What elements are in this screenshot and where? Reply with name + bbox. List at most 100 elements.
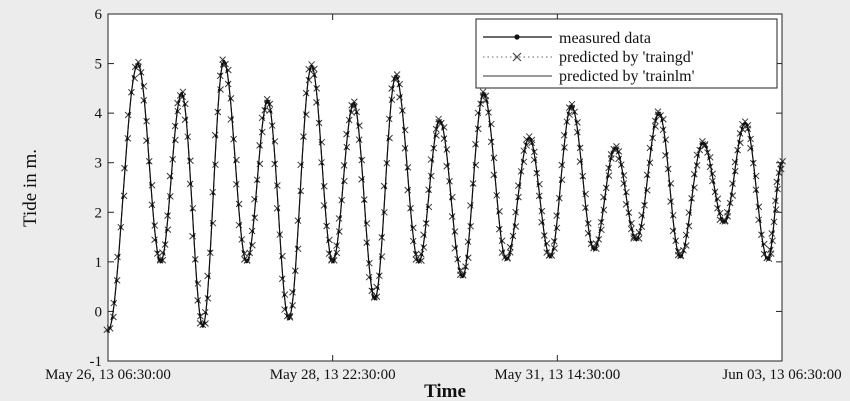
measured-point bbox=[414, 251, 417, 255]
measured-point bbox=[473, 163, 476, 167]
measured-point bbox=[418, 258, 422, 262]
measured-point bbox=[154, 238, 158, 242]
measured-point bbox=[725, 215, 729, 219]
measured-point bbox=[606, 175, 610, 179]
traingd-marker bbox=[404, 164, 412, 171]
measured-point bbox=[594, 246, 598, 250]
x-tick-label: Jun 03, 13 06:30:00 bbox=[722, 367, 841, 383]
measured-point bbox=[467, 240, 470, 244]
measured-point bbox=[163, 242, 167, 245]
measured-point bbox=[119, 225, 123, 229]
measured-point bbox=[264, 101, 268, 105]
measured-point bbox=[639, 224, 643, 228]
measured-point bbox=[138, 64, 141, 68]
measured-point bbox=[764, 256, 768, 260]
measured-point bbox=[269, 110, 273, 113]
measured-point bbox=[688, 211, 692, 215]
measured-point bbox=[474, 143, 478, 147]
measured-point bbox=[310, 64, 313, 68]
traingd-marker bbox=[189, 204, 197, 212]
measured-point bbox=[132, 75, 136, 79]
measured-point bbox=[538, 196, 542, 199]
measured-point bbox=[713, 190, 717, 193]
measured-point bbox=[665, 152, 669, 156]
measured-point bbox=[551, 248, 555, 251]
measured-point bbox=[213, 162, 217, 166]
measured-point bbox=[229, 97, 232, 101]
measured-point bbox=[211, 192, 215, 196]
measured-point bbox=[595, 243, 599, 246]
measured-point bbox=[724, 219, 727, 223]
measured-point bbox=[424, 220, 428, 224]
measured-point bbox=[745, 123, 749, 127]
measured-point bbox=[539, 209, 543, 213]
measured-point bbox=[457, 267, 461, 271]
measured-point bbox=[306, 77, 310, 80]
measured-point bbox=[139, 72, 143, 75]
measured-point bbox=[238, 222, 242, 226]
measured-point bbox=[775, 188, 779, 192]
measured-point bbox=[251, 230, 255, 233]
legend-entry-measured: measured data bbox=[483, 30, 651, 47]
measured-point bbox=[557, 196, 561, 200]
measured-point bbox=[477, 111, 481, 115]
measured-point bbox=[303, 112, 307, 115]
measured-point bbox=[763, 251, 767, 255]
measured-point bbox=[573, 111, 576, 115]
measured-point bbox=[615, 147, 619, 151]
measured-point bbox=[579, 160, 583, 164]
measured-point bbox=[364, 221, 368, 225]
measured-point bbox=[141, 83, 145, 87]
measured-point bbox=[257, 162, 261, 165]
measured-point bbox=[747, 128, 750, 132]
measured-point bbox=[198, 313, 202, 317]
measured-point bbox=[311, 67, 315, 70]
measured-point bbox=[480, 94, 484, 97]
measured-point bbox=[560, 163, 564, 166]
legend-label-measured: measured data bbox=[559, 30, 651, 47]
measured-point bbox=[159, 260, 163, 264]
measured-point bbox=[113, 300, 116, 304]
measured-point bbox=[412, 240, 416, 244]
measured-point bbox=[621, 172, 625, 176]
measured-point bbox=[275, 184, 279, 187]
measured-point bbox=[444, 148, 448, 152]
measured-point bbox=[609, 157, 613, 161]
measured-point bbox=[643, 202, 646, 206]
measured-point bbox=[110, 316, 114, 320]
measured-point bbox=[305, 92, 309, 95]
measured-point bbox=[498, 226, 502, 230]
measured-point bbox=[224, 62, 227, 65]
measured-point bbox=[707, 156, 711, 160]
measured-point bbox=[589, 240, 593, 244]
measured-point bbox=[591, 246, 594, 250]
measured-point bbox=[325, 223, 328, 227]
measured-point bbox=[666, 167, 670, 171]
measured-point bbox=[536, 182, 540, 186]
measured-point bbox=[243, 257, 247, 261]
measured-point bbox=[750, 147, 754, 151]
traingd-marker bbox=[685, 222, 693, 230]
measured-point bbox=[374, 294, 378, 298]
measured-point bbox=[353, 104, 357, 108]
measured-point bbox=[192, 234, 196, 238]
measured-point bbox=[544, 242, 548, 246]
measured-point bbox=[631, 233, 635, 237]
measured-point bbox=[709, 163, 712, 167]
measured-point bbox=[476, 126, 479, 130]
traingd-marker bbox=[523, 142, 530, 149]
measured-point bbox=[630, 228, 634, 231]
measured-point bbox=[383, 186, 387, 189]
measured-point bbox=[397, 83, 401, 87]
measured-point bbox=[174, 123, 178, 127]
measured-point bbox=[367, 260, 371, 264]
measured-point bbox=[380, 234, 384, 238]
measured-point bbox=[205, 296, 209, 299]
measured-point bbox=[441, 126, 445, 130]
measured-point bbox=[581, 176, 585, 180]
measured-point bbox=[427, 189, 431, 193]
measured-point bbox=[202, 321, 206, 325]
measured-point bbox=[570, 104, 573, 108]
measured-point bbox=[168, 194, 172, 198]
